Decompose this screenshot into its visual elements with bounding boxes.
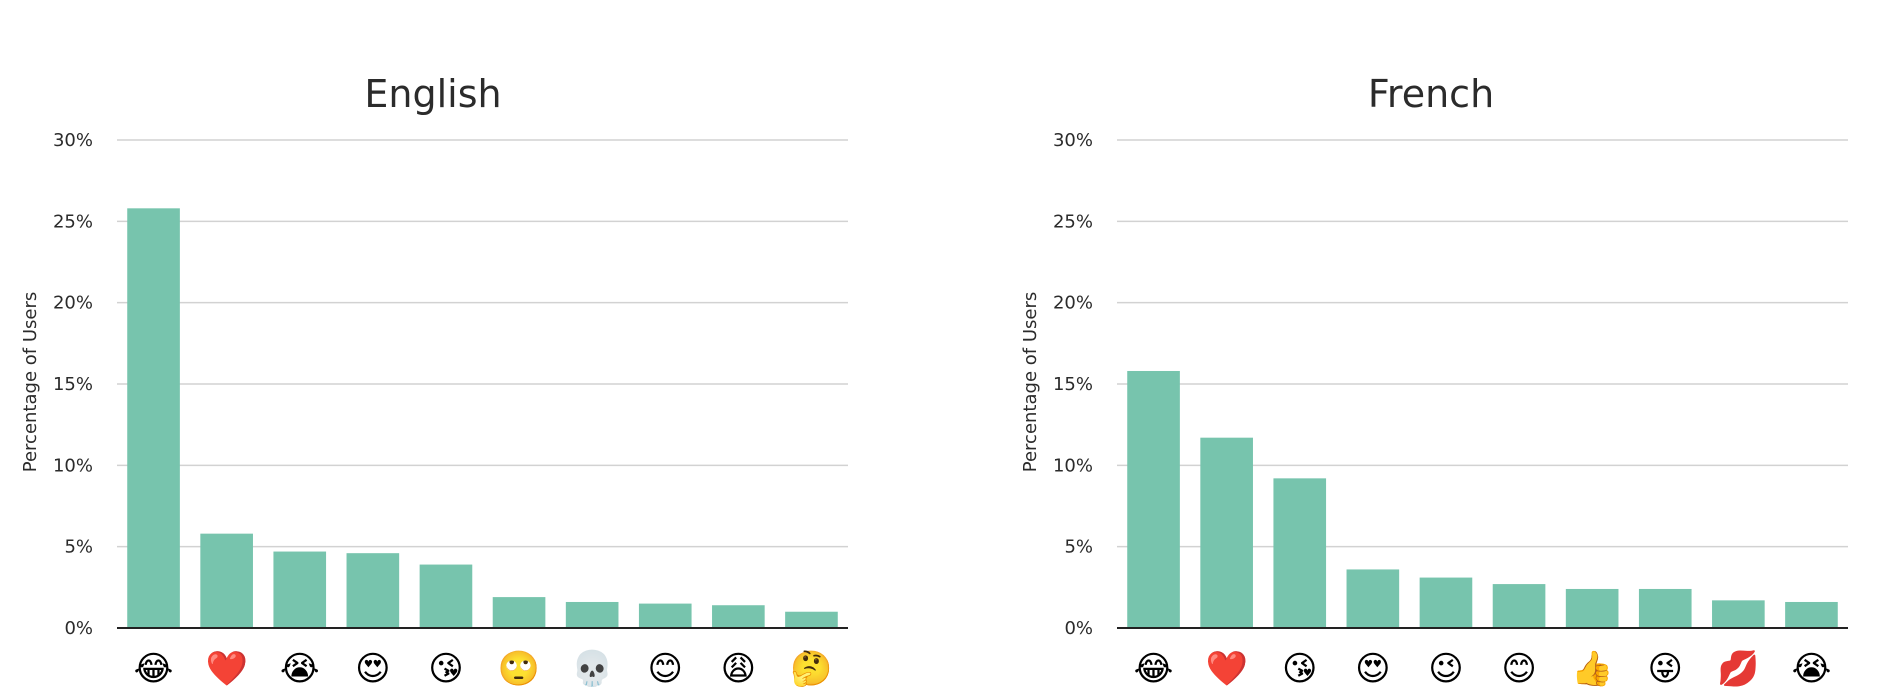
bar-face-with-tears-of-joy xyxy=(127,208,180,628)
smiling-face-with-smiling-eyes-icon: 😊 xyxy=(648,649,683,689)
kiss-mark-icon: 💋 xyxy=(1717,649,1759,689)
y-tick-label: 30% xyxy=(53,130,93,151)
bar-face-with-rolling-eyes xyxy=(492,597,546,628)
face-with-tears-of-joy-icon: 😂 xyxy=(1134,649,1174,689)
loudly-crying-face-icon: 😭 xyxy=(1792,649,1832,689)
weary-face-icon: 😩 xyxy=(721,649,756,689)
y-tick-label: 20% xyxy=(1053,293,1093,314)
face-with-tears-of-joy-icon: 😂 xyxy=(134,649,174,689)
y-tick-labels-english: 0% 5% 10% 15% 20% 25% 30% xyxy=(53,130,93,639)
thinking-face-icon: 🤔 xyxy=(790,649,832,689)
bar-face-blowing-a-kiss xyxy=(1273,478,1327,628)
y-tick-label: 5% xyxy=(1064,537,1093,558)
loudly-crying-face-icon: 😭 xyxy=(280,649,320,689)
bar-kiss-mark xyxy=(1712,600,1765,628)
y-tick-label: 10% xyxy=(53,455,93,476)
face-blowing-a-kiss-icon: 😘 xyxy=(1282,649,1317,689)
bar-skull xyxy=(565,601,619,628)
bar-winking-face-with-tongue xyxy=(1638,588,1692,628)
y-tick-label: 30% xyxy=(1053,130,1093,151)
bar-loudly-crying-face xyxy=(1785,601,1838,628)
bars-english xyxy=(127,208,838,628)
bar-thumbs-up xyxy=(1565,588,1619,628)
y-tick-label: 25% xyxy=(53,211,93,232)
y-tick-label: 5% xyxy=(64,537,93,558)
y-tick-labels-french: 0% 5% 10% 15% 20% 25% 30% xyxy=(1053,130,1093,639)
red-heart-icon: ❤️ xyxy=(1205,649,1248,689)
y-tick-label: 0% xyxy=(64,618,93,639)
smiling-face-with-heart-eyes-icon: 😍 xyxy=(355,649,390,689)
bar-winking-face xyxy=(1419,577,1473,628)
y-tick-label: 10% xyxy=(1053,455,1093,476)
bars-french xyxy=(1127,370,1838,628)
gridlines-english xyxy=(117,139,848,548)
chart-title-french: French xyxy=(1368,72,1494,116)
bar-smiling-face-with-smiling-eyes xyxy=(1492,584,1546,628)
winking-face-icon: 😉 xyxy=(1428,649,1463,689)
face-blowing-a-kiss-icon: 😘 xyxy=(428,649,463,689)
french-chart: French Percentage of Users 0% 5% 10% 15% 20%… xyxy=(1020,72,1848,689)
y-axis-label-english: Percentage of Users xyxy=(20,292,41,472)
bar-red-heart xyxy=(200,533,253,628)
skull-icon: 💀 xyxy=(571,649,613,689)
bar-red-heart xyxy=(1200,437,1253,628)
y-tick-label: 15% xyxy=(53,374,93,395)
x-tick-labels-french: 😂 ❤️ 😘 😍 😉 😊 👍 😜 💋 😭 xyxy=(1134,649,1832,689)
winking-face-with-tongue-icon: 😜 xyxy=(1648,649,1683,689)
bar-smiling-face-with-heart-eyes xyxy=(346,553,400,628)
smiling-face-with-heart-eyes-icon: 😍 xyxy=(1355,649,1390,689)
english-chart: English Percentage of Users 0% 5% 10% 15% 20… xyxy=(20,72,848,689)
bar-weary-face xyxy=(712,605,765,628)
smiling-face-with-smiling-eyes-icon: 😊 xyxy=(1501,649,1536,689)
gridlines-french xyxy=(1117,139,1848,548)
bar-face-with-tears-of-joy xyxy=(1127,370,1180,628)
red-heart-icon: ❤️ xyxy=(205,649,248,689)
y-axis-label-french: Percentage of Users xyxy=(1020,292,1041,472)
chart-title-english: English xyxy=(364,72,501,116)
bar-face-blowing-a-kiss xyxy=(419,564,473,628)
bar-thinking-face xyxy=(785,611,838,628)
bar-smiling-face-with-heart-eyes xyxy=(1346,569,1400,628)
y-tick-label: 25% xyxy=(1053,211,1093,232)
y-tick-label: 15% xyxy=(1053,374,1093,395)
bar-loudly-crying-face xyxy=(273,551,327,628)
x-tick-labels-english: 😂 ❤️ 😭 😍 😘 🙄 💀 😊 😩 🤔 xyxy=(134,649,833,689)
thumbs-up-icon: 👍 xyxy=(1571,649,1613,689)
bar-smiling-face-with-smiling-eyes xyxy=(638,603,692,628)
y-tick-label: 20% xyxy=(53,293,93,314)
face-with-rolling-eyes-icon: 🙄 xyxy=(498,649,540,689)
y-tick-label: 0% xyxy=(1064,618,1093,639)
